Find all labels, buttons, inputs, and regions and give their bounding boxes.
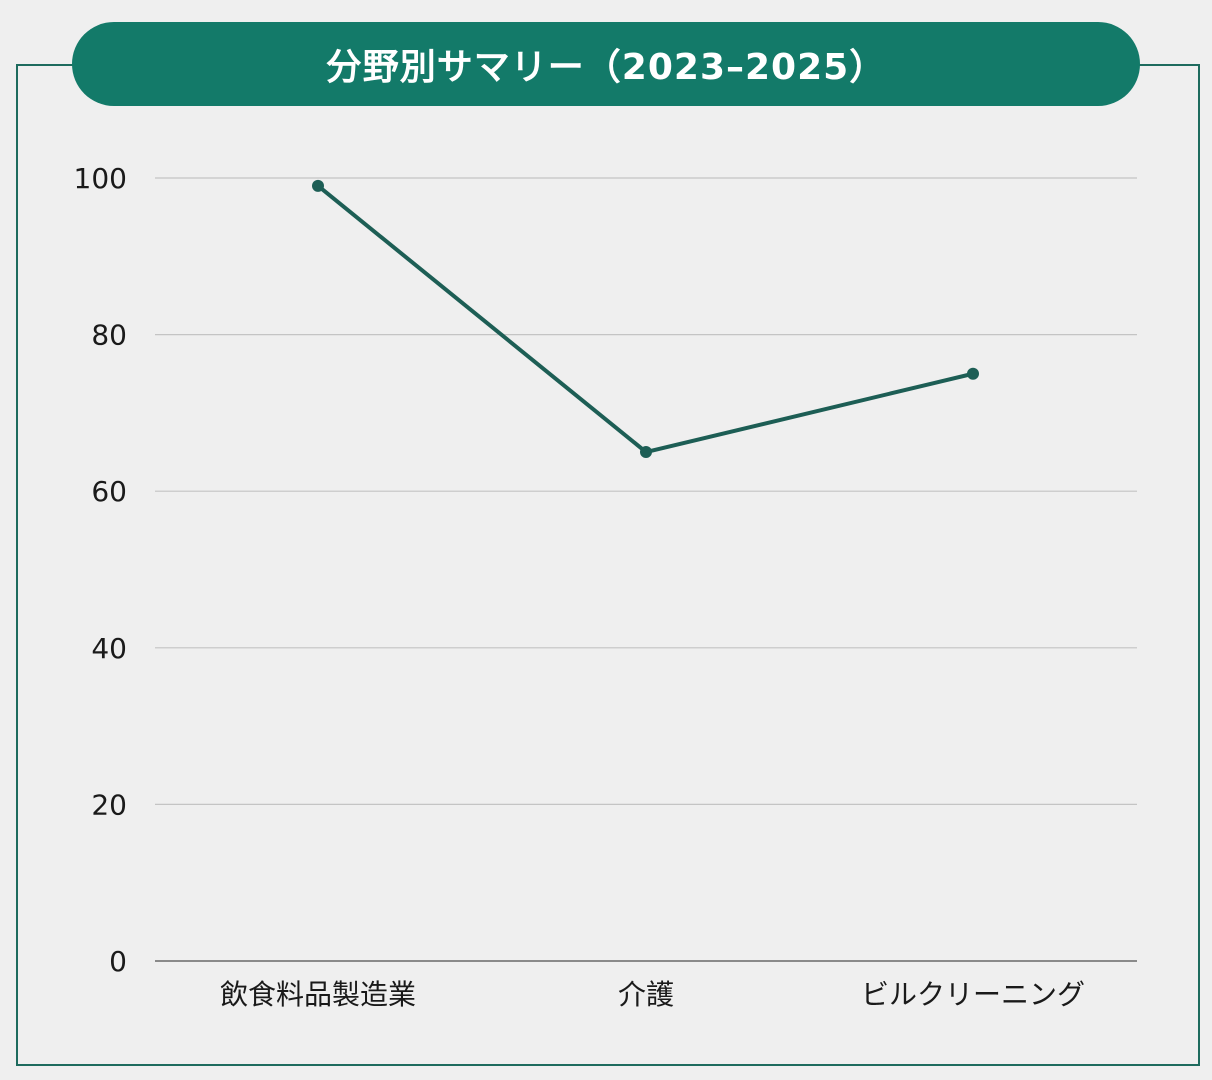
y-tick-label: 20 bbox=[91, 788, 127, 821]
series-layer bbox=[312, 179, 979, 459]
x-tick-label: ビルクリーニング bbox=[861, 978, 1085, 1011]
chart-title: 分野別サマリー（2023–2025） bbox=[72, 22, 1140, 106]
x-tick-labels: 飲食料品製造業 介護 ビルクリーニング bbox=[220, 978, 1085, 1011]
y-tick-label: 80 bbox=[91, 319, 127, 352]
y-tick-labels: 0 20 40 60 80 100 bbox=[74, 162, 127, 978]
data-point bbox=[312, 179, 324, 192]
x-tick-label: 飲食料品製造業 bbox=[220, 978, 416, 1011]
grid-lines bbox=[155, 177, 1137, 962]
y-tick-label: 60 bbox=[91, 475, 127, 508]
y-tick-label: 0 bbox=[109, 945, 127, 978]
data-point bbox=[640, 446, 652, 459]
data-point bbox=[967, 367, 979, 380]
y-tick-label: 40 bbox=[91, 632, 127, 665]
series-line bbox=[316, 184, 974, 455]
y-tick-label: 100 bbox=[74, 162, 127, 195]
x-tick-label: 介護 bbox=[618, 978, 674, 1011]
